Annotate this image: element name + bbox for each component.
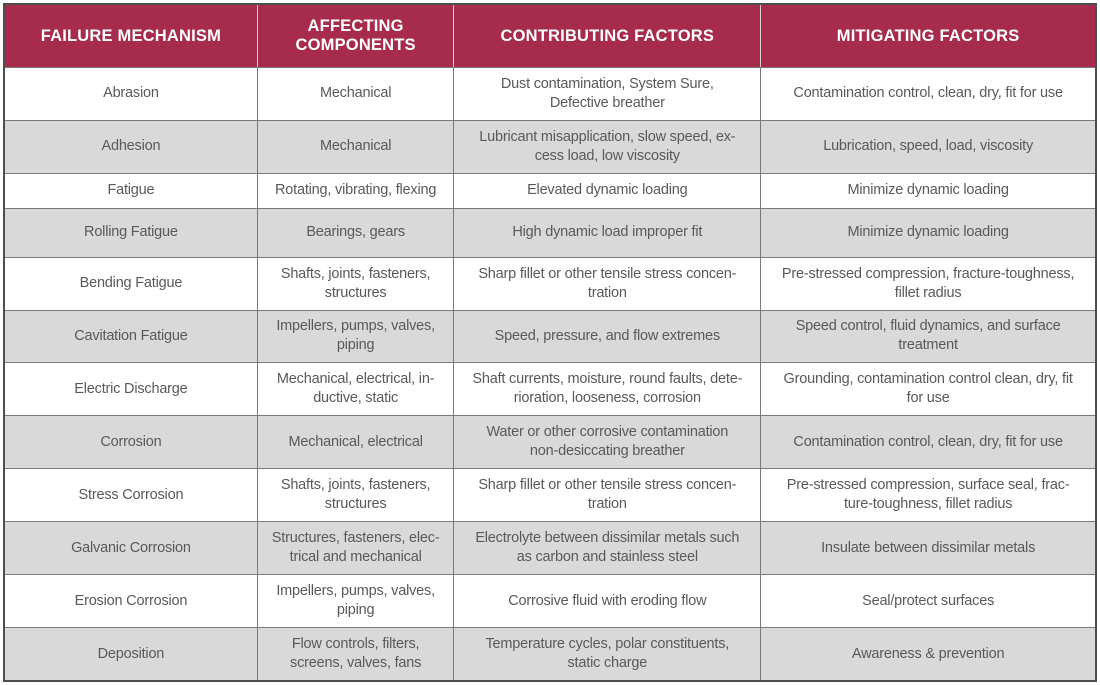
header-mitigating-factors: MITIGATING FACTORS bbox=[760, 4, 1096, 68]
table-row-rolling-fatigue: Rolling Fatigue Bearings, gears High dyn… bbox=[3, 207, 1097, 258]
cell-failure-mechanism: Deposition bbox=[3, 627, 258, 682]
failure-mechanism-table: FAILURE MECHANISM AFFECTING COMPONENTS C… bbox=[3, 3, 1097, 682]
cell-failure-mechanism: Galvanic Corrosion bbox=[3, 521, 258, 576]
cell-mitigating-factors: Pre-stressed compression, surface seal, … bbox=[760, 468, 1097, 523]
table-body: Abrasion Mechanical Dust contamination, … bbox=[3, 67, 1097, 682]
cell-mitigating-factors: Minimize dynamic loading bbox=[760, 172, 1097, 209]
cell-contributing-factors: Temperature cycles, polar constituents, … bbox=[453, 627, 762, 682]
cell-contributing-factors: Elevated dynamic loading bbox=[453, 172, 762, 209]
cell-mitigating-factors: Contamination control, clean, dry, fit f… bbox=[760, 415, 1097, 470]
table-row-abrasion: Abrasion Mechanical Dust contamination, … bbox=[3, 67, 1097, 121]
table-row-cavitation-fatigue: Cavitation Fatigue Impellers, pumps, val… bbox=[3, 309, 1097, 364]
cell-contributing-factors: Electrolyte between dissimilar metals su… bbox=[453, 521, 762, 576]
cell-mitigating-factors: Grounding, contamination control clean, … bbox=[760, 362, 1097, 417]
table-row-erosion-corrosion: Erosion Corrosion Impellers, pumps, valv… bbox=[3, 574, 1097, 629]
table-row-fatigue: Fatigue Rotating, vibrating, flexing Ele… bbox=[3, 172, 1097, 209]
cell-affecting-components: Structures, fasteners, elec- trical and … bbox=[256, 521, 455, 576]
cell-affecting-components: Shafts, joints, fasteners, structures bbox=[256, 256, 455, 311]
header-row: FAILURE MECHANISM AFFECTING COMPONENTS C… bbox=[4, 4, 1096, 68]
cell-affecting-components: Impellers, pumps, valves, piping bbox=[256, 574, 455, 629]
cell-affecting-components: Flow controls, filters, screens, valves,… bbox=[256, 627, 455, 682]
table-row-stress-corrosion: Stress Corrosion Shafts, joints, fastene… bbox=[3, 468, 1097, 523]
table-row-corrosion: Corrosion Mechanical, electrical Water o… bbox=[3, 415, 1097, 470]
table-row-electric-discharge: Electric Discharge Mechanical, electrica… bbox=[3, 362, 1097, 417]
table-row-adhesion: Adhesion Mechanical Lubricant misapplica… bbox=[3, 119, 1097, 174]
cell-affecting-components: Mechanical, electrical bbox=[256, 415, 455, 470]
cell-failure-mechanism: Abrasion bbox=[3, 67, 258, 121]
cell-contributing-factors: High dynamic load improper fit bbox=[453, 207, 762, 258]
cell-mitigating-factors: Awareness & prevention bbox=[760, 627, 1097, 682]
cell-failure-mechanism: Adhesion bbox=[3, 119, 258, 174]
cell-contributing-factors: Sharp fillet or other tensile stress con… bbox=[453, 468, 762, 523]
cell-affecting-components: Mechanical, electrical, in- ductive, sta… bbox=[256, 362, 455, 417]
cell-mitigating-factors: Pre-stressed compression, fracture-tough… bbox=[760, 256, 1097, 311]
cell-failure-mechanism: Electric Discharge bbox=[3, 362, 258, 417]
cell-failure-mechanism: Fatigue bbox=[3, 172, 258, 209]
cell-contributing-factors: Water or other corrosive contamination n… bbox=[453, 415, 762, 470]
cell-failure-mechanism: Cavitation Fatigue bbox=[3, 309, 258, 364]
header-affecting-components: AFFECTING COMPONENTS bbox=[256, 4, 455, 68]
cell-affecting-components: Mechanical bbox=[256, 67, 455, 121]
cell-affecting-components: Bearings, gears bbox=[256, 207, 455, 258]
cell-mitigating-factors: Lubrication, speed, load, viscosity bbox=[760, 119, 1097, 174]
header-contributing-factors: CONTRIBUTING FACTORS bbox=[453, 4, 762, 68]
cell-contributing-factors: Corrosive fluid with eroding flow bbox=[453, 574, 762, 629]
cell-affecting-components: Shafts, joints, fasteners, structures bbox=[256, 468, 455, 523]
cell-affecting-components: Mechanical bbox=[256, 119, 455, 174]
cell-contributing-factors: Speed, pressure, and flow extremes bbox=[453, 309, 762, 364]
cell-affecting-components: Impellers, pumps, valves, piping bbox=[256, 309, 455, 364]
cell-contributing-factors: Dust contamination, System Sure, Defecti… bbox=[453, 67, 762, 121]
cell-mitigating-factors: Minimize dynamic loading bbox=[760, 207, 1097, 258]
table-row-bending-fatigue: Bending Fatigue Shafts, joints, fastener… bbox=[3, 256, 1097, 311]
cell-contributing-factors: Sharp fillet or other tensile stress con… bbox=[453, 256, 762, 311]
table-header: FAILURE MECHANISM AFFECTING COMPONENTS C… bbox=[4, 4, 1096, 68]
table-row-deposition: Deposition Flow controls, filters, scree… bbox=[3, 627, 1097, 682]
cell-mitigating-factors: Seal/protect surfaces bbox=[760, 574, 1097, 629]
cell-contributing-factors: Lubricant misapplication, slow speed, ex… bbox=[453, 119, 762, 174]
table-row-galvanic-corrosion: Galvanic Corrosion Structures, fasteners… bbox=[3, 521, 1097, 576]
cell-failure-mechanism: Corrosion bbox=[3, 415, 258, 470]
cell-contributing-factors: Shaft currents, moisture, round faults, … bbox=[453, 362, 762, 417]
cell-affecting-components: Rotating, vibrating, flexing bbox=[256, 172, 455, 209]
cell-mitigating-factors: Contamination control, clean, dry, fit f… bbox=[760, 67, 1097, 121]
cell-failure-mechanism: Erosion Corrosion bbox=[3, 574, 258, 629]
header-failure-mechanism: FAILURE MECHANISM bbox=[4, 4, 258, 68]
cell-failure-mechanism: Rolling Fatigue bbox=[3, 207, 258, 258]
cell-failure-mechanism: Bending Fatigue bbox=[3, 256, 258, 311]
cell-failure-mechanism: Stress Corrosion bbox=[3, 468, 258, 523]
cell-mitigating-factors: Speed control, fluid dynamics, and surfa… bbox=[760, 309, 1097, 364]
cell-mitigating-factors: Insulate between dissimilar metals bbox=[760, 521, 1097, 576]
